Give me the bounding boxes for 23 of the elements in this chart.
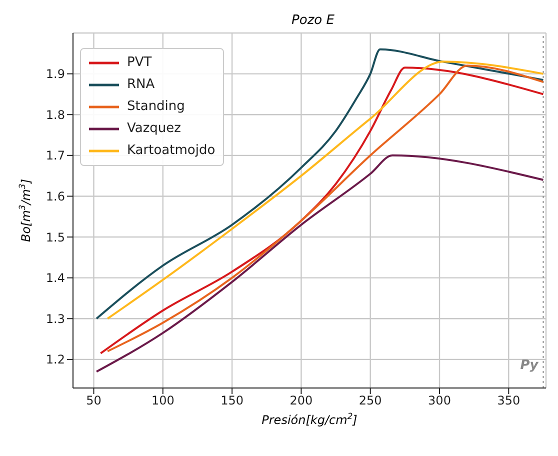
chart-title: Pozo E bbox=[292, 13, 336, 28]
x-tick-label: 50 bbox=[86, 394, 102, 408]
legend-label: Kartoatmojdo bbox=[127, 142, 216, 160]
x-tick-label: 350 bbox=[497, 394, 520, 408]
y-tick-label: 1.9 bbox=[46, 67, 65, 82]
y-tick-label: 1.4 bbox=[46, 271, 65, 286]
x-tick-label: 300 bbox=[428, 394, 451, 408]
legend-label: Standing bbox=[127, 98, 185, 116]
legend-label: RNA bbox=[127, 76, 155, 94]
y-tick-label: 1.8 bbox=[46, 108, 65, 122]
y-tick-label: 1.5 bbox=[46, 230, 65, 244]
y-tick-label: 1.2 bbox=[46, 352, 65, 367]
x-axis-title: Presión[kg/cm$^{2}$] bbox=[262, 411, 358, 427]
x-tick-label: 250 bbox=[358, 394, 382, 408]
y-tick-label: 1.3 bbox=[46, 312, 65, 326]
x-tick-label: 200 bbox=[290, 394, 313, 408]
y-tick-label: 1.6 bbox=[46, 189, 65, 204]
x-tick-label: 100 bbox=[151, 394, 174, 408]
x-tick-label: 150 bbox=[220, 394, 244, 408]
y-tick-label: 1.7 bbox=[46, 148, 65, 163]
ref-line-label: Py bbox=[520, 358, 539, 373]
legend-label: Vazquez bbox=[127, 120, 181, 138]
legend-label: PVT bbox=[127, 54, 152, 72]
